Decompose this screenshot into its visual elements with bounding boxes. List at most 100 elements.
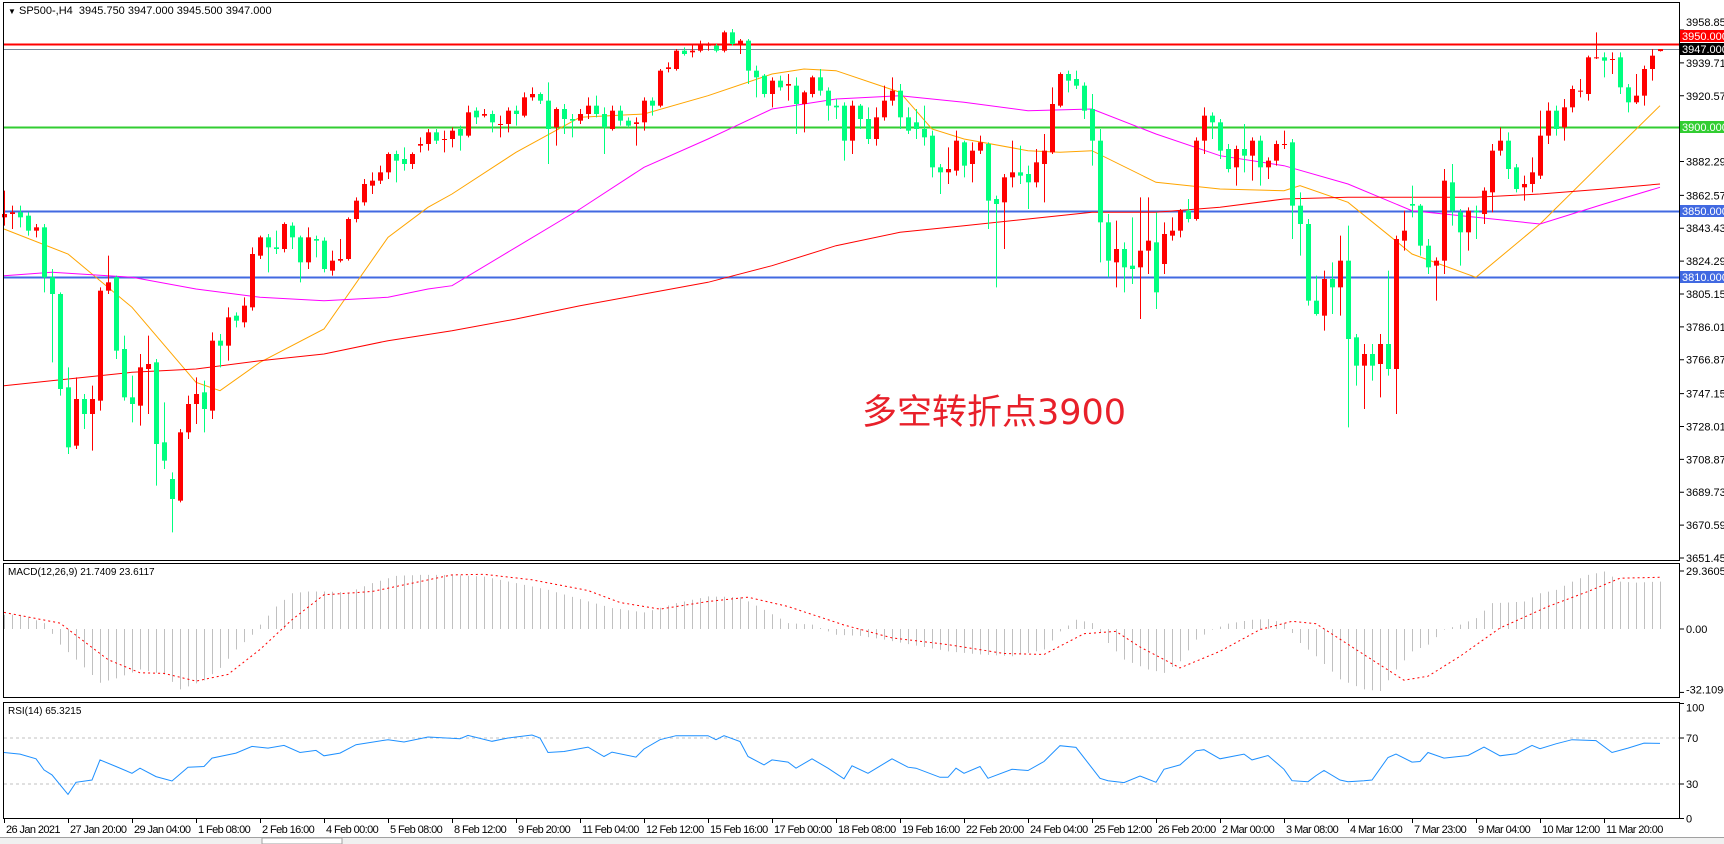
candle-body [218, 340, 223, 346]
candle [210, 332, 215, 419]
candle-body [1154, 242, 1159, 293]
candle-body [802, 92, 807, 104]
candle-body [146, 364, 151, 369]
candle [1266, 157, 1271, 179]
time-tick-label: 3 Mar 08:00 [1286, 824, 1339, 836]
candle [98, 287, 103, 411]
candle-body [890, 90, 895, 101]
candle-body [1258, 140, 1263, 168]
rsi-tick-label: 0 [1686, 814, 1692, 826]
candle-body [314, 239, 319, 241]
candle-body [1202, 115, 1207, 141]
candle [666, 62, 671, 73]
candle-body [698, 44, 703, 51]
candle [1354, 334, 1359, 386]
candle-body [522, 97, 527, 116]
price-tick-label: 3689.730 [1686, 487, 1724, 499]
candle [658, 69, 663, 108]
chart-tabs-bar[interactable] [0, 837, 1724, 844]
candle [1658, 49, 1663, 52]
candle-body [290, 225, 295, 238]
candle-body [1314, 300, 1319, 314]
candle [1098, 129, 1103, 263]
candle-body [1466, 210, 1471, 233]
candle-body [1354, 337, 1359, 366]
candle [1114, 220, 1119, 288]
candle-body [122, 349, 127, 398]
price-tick-label: 3939.710 [1686, 58, 1724, 70]
price-tick-label: 3728.010 [1686, 421, 1724, 433]
chart-annotation[interactable]: 多空转折点3900 [862, 393, 1127, 433]
rsi-panel[interactable] [3, 734, 1679, 796]
candle [122, 335, 127, 401]
candle-body [562, 109, 567, 119]
candle [1338, 235, 1343, 316]
candle [1154, 212, 1159, 309]
candle-body [1026, 174, 1031, 183]
candle-body [1306, 224, 1311, 301]
candle [618, 105, 623, 126]
candle-body [722, 32, 727, 51]
candle [1578, 79, 1583, 98]
candle [1402, 210, 1407, 251]
candle [610, 105, 615, 131]
candle [506, 107, 511, 133]
candle [1018, 145, 1023, 184]
candle-body [1554, 110, 1559, 129]
candle-body [1498, 140, 1503, 151]
candle [490, 110, 495, 133]
candle [1498, 127, 1503, 156]
candle [1090, 94, 1095, 166]
candle [42, 224, 47, 293]
candle-body [1618, 57, 1623, 88]
time-tick-label: 24 Feb 04:00 [1030, 824, 1088, 836]
price-tick-label: 3786.010 [1686, 322, 1724, 334]
time-tick-label: 9 Mar 04:00 [1478, 824, 1531, 836]
candle-body [1562, 107, 1567, 128]
time-tick-label: 2 Mar 00:00 [1222, 824, 1275, 836]
candle-body [1450, 182, 1455, 211]
candle-body [922, 129, 927, 138]
candle-body [1002, 177, 1007, 203]
candle-body [66, 387, 71, 448]
price-panel[interactable] [2, 29, 1679, 533]
candle-body [1146, 240, 1151, 251]
candle-body [1490, 150, 1495, 193]
candle-body [650, 100, 655, 106]
macd-panel[interactable] [3, 571, 1661, 692]
candle-body [906, 117, 911, 131]
time-tick-label: 25 Feb 12:00 [1094, 824, 1152, 836]
candle-body [1650, 55, 1655, 69]
chart-tab[interactable] [261, 837, 343, 844]
candle [1034, 149, 1039, 188]
candle [1618, 52, 1623, 94]
candle-body [138, 367, 143, 406]
candle [34, 224, 39, 238]
candle-body [498, 124, 503, 125]
rsi-tick-label: 30 [1686, 779, 1698, 791]
candle-body [738, 40, 743, 44]
candle [1082, 82, 1087, 119]
candle [1514, 164, 1519, 193]
candle [786, 74, 791, 101]
candle [1058, 72, 1063, 108]
time-tick-label: 19 Feb 16:00 [902, 824, 960, 836]
candle [218, 334, 223, 368]
candle [1242, 124, 1247, 173]
candle [674, 49, 679, 71]
candle [258, 235, 263, 259]
candle [306, 227, 311, 269]
time-tick-label: 4 Mar 16:00 [1350, 824, 1403, 836]
candle-body [794, 85, 799, 104]
candle-body [866, 119, 871, 139]
candle-body [2, 214, 7, 218]
candle-body [818, 77, 823, 91]
candle-body [946, 169, 951, 173]
candle [850, 100, 855, 154]
triangle-down-icon[interactable]: ▼ [8, 7, 16, 16]
rsi-panel-frame [3, 702, 1680, 819]
candle [690, 44, 695, 58]
candle-body [538, 94, 543, 101]
